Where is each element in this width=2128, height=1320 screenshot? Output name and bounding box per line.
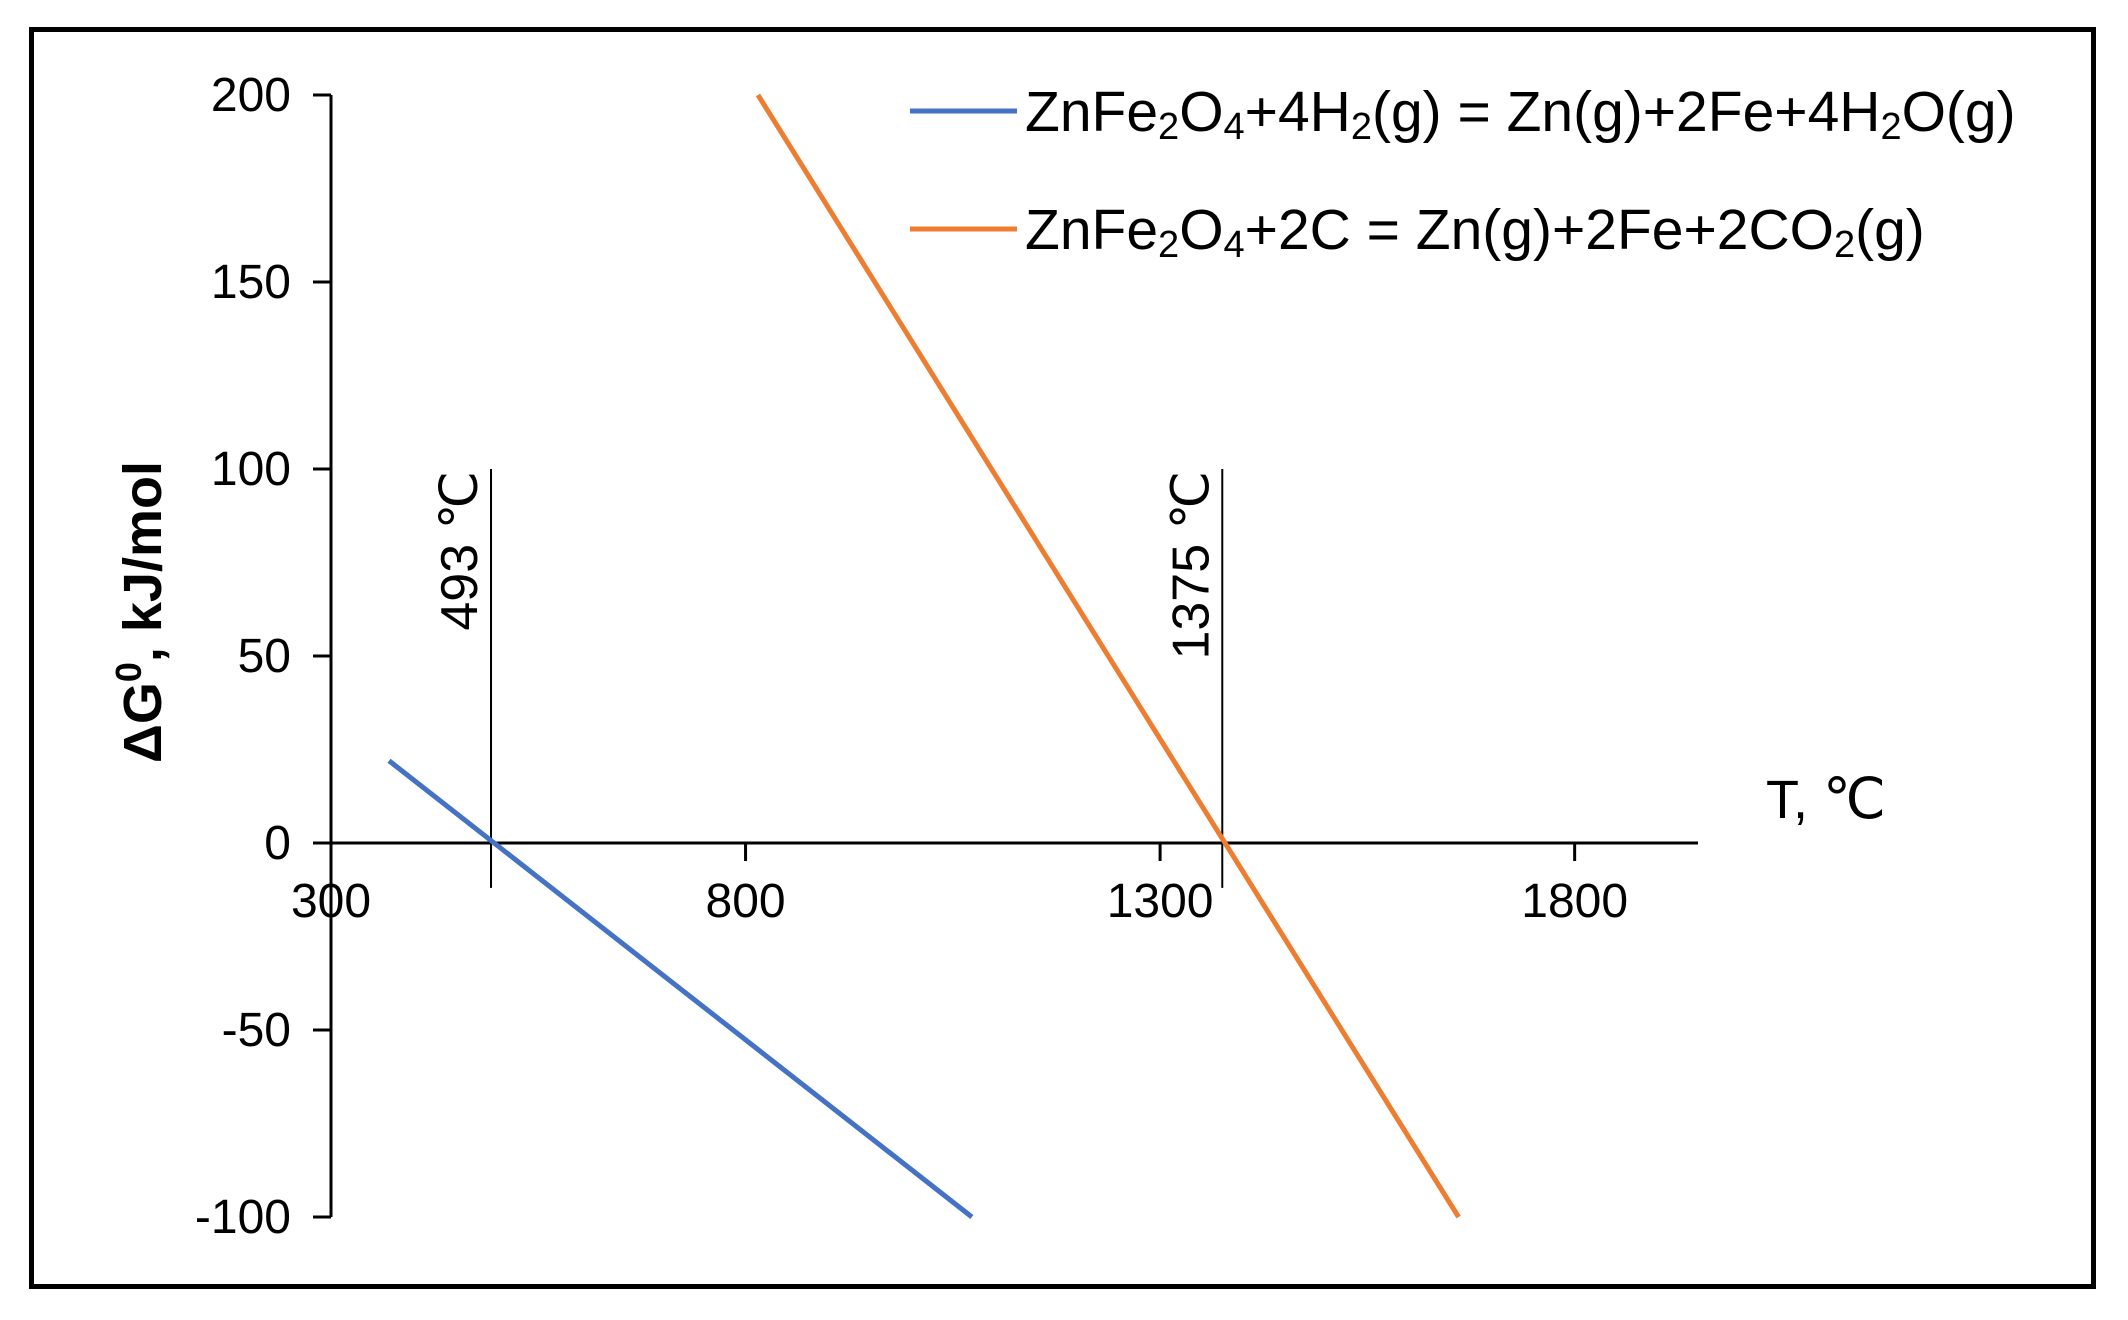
y-tick-label: 150 [211, 256, 291, 309]
series-line-1 [387, 758, 974, 1219]
series-line-2 [755, 93, 1461, 1219]
x-axis-label: T, ℃ [1766, 769, 1886, 831]
x-tick-label: 1300 [1107, 875, 1214, 928]
x-tick-label: 1800 [1521, 875, 1628, 928]
vertical-marker-label: 1375 ℃ [1162, 471, 1220, 660]
series-lines [387, 93, 1461, 1219]
y-tick-label: -50 [222, 1004, 291, 1057]
axes [313, 93, 1698, 1219]
tick-labels: -100 -50 0 50 100 150 200 300 800 1300 1800 [195, 69, 1628, 1244]
x-tick-label: 300 [291, 875, 371, 928]
x-tick-label: 800 [706, 875, 786, 928]
chart: 493 ℃ 1375 ℃ -100 -50 0 50 100 150 200 300 800 130… [108, 69, 2016, 1244]
legend-label-2: ZnFe2O4+2C = Zn(g)+2Fe+2CO2(g) [1025, 198, 1925, 266]
legend: ZnFe2O4+4H2(g) = Zn(g)+2Fe+4H2O(g) ZnFe2O… [910, 80, 2016, 266]
vertical-markers: 493 ℃ 1375 ℃ [431, 469, 1224, 888]
y-tick-label: 100 [211, 443, 291, 496]
vertical-marker-label: 493 ℃ [431, 471, 489, 631]
chart-frame: 493 ℃ 1375 ℃ -100 -50 0 50 100 150 200 300 800 130… [29, 27, 2096, 1289]
legend-label-1: ZnFe2O4+4H2(g) = Zn(g)+2Fe+4H2O(g) [1025, 80, 2016, 148]
y-tick-label: 200 [211, 69, 291, 122]
y-tick-label: 50 [238, 630, 291, 683]
y-tick-label: 0 [264, 817, 291, 870]
y-tick-label: -100 [195, 1191, 291, 1244]
y-axis-label: ΔG0, kJ/mol [108, 461, 173, 763]
